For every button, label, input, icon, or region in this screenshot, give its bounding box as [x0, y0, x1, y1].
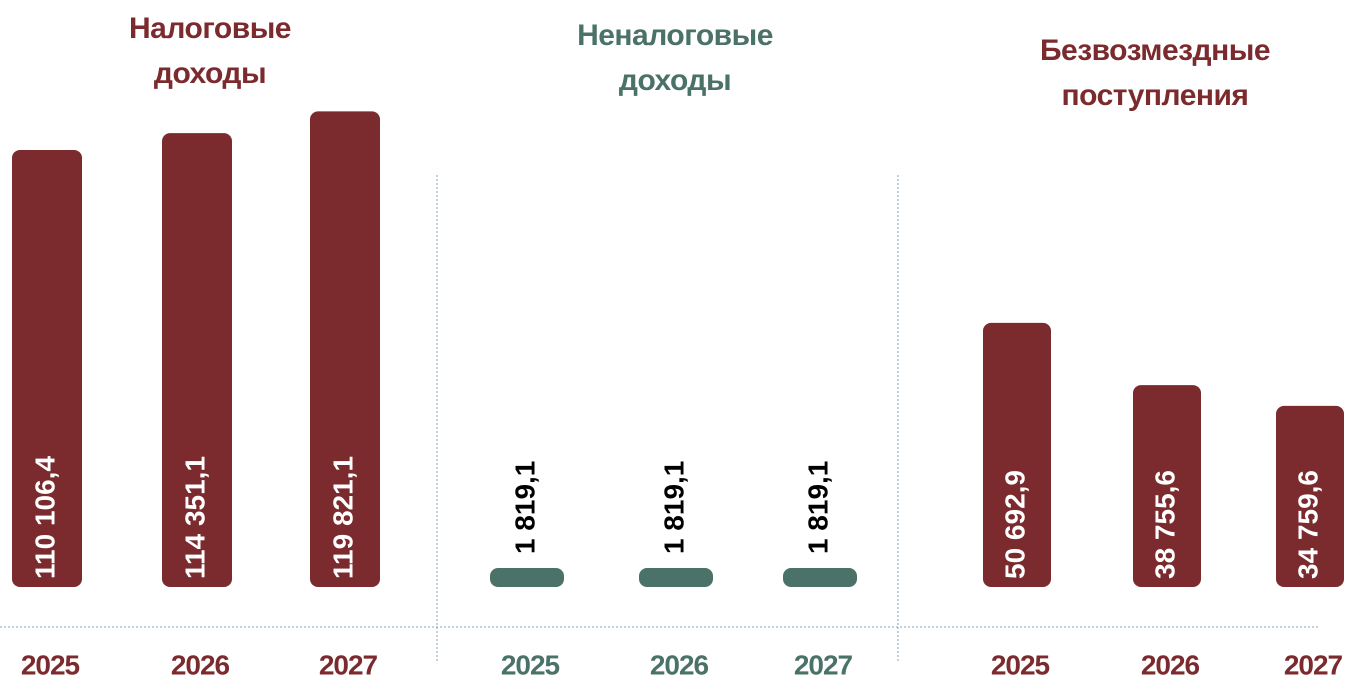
value-label: 34 759,6 [1292, 470, 1323, 579]
bar [1276, 405, 1344, 587]
bar [162, 133, 232, 588]
panel-title: поступления [1062, 79, 1249, 112]
value-label: 50 692,9 [999, 470, 1030, 579]
x-tick-label: 2025 [991, 649, 1050, 680]
bar [783, 568, 857, 587]
value-label: 1 819,1 [658, 461, 689, 554]
panel-title: доходы [619, 64, 731, 97]
panel-title: доходы [154, 57, 266, 90]
bar [639, 568, 713, 587]
x-tick-label: 2026 [171, 649, 230, 680]
x-tick-label: 2025 [21, 649, 80, 680]
value-label: 1 819,1 [509, 461, 540, 554]
bar [983, 322, 1051, 587]
x-tick-label: 2026 [1141, 649, 1200, 680]
bar [310, 111, 380, 587]
value-label: 114 351,1 [179, 456, 210, 579]
x-tick-label: 2027 [794, 649, 853, 680]
x-tick-label: 2025 [501, 649, 560, 680]
x-tick-label: 2026 [650, 649, 709, 680]
bar [1133, 385, 1201, 587]
value-label: 110 106,4 [29, 456, 60, 579]
bar [12, 149, 82, 588]
bar [490, 568, 564, 587]
x-tick-label: 2027 [1284, 649, 1343, 680]
panel-title: Безвозмездные [1040, 34, 1270, 67]
x-tick-label: 2027 [319, 649, 378, 680]
value-label: 38 755,6 [1149, 470, 1180, 579]
value-label: 1 819,1 [802, 461, 833, 554]
panel-title: Неналоговые [577, 19, 773, 52]
value-label: 119 821,1 [327, 456, 358, 579]
panel-title: Налоговые [129, 12, 291, 45]
